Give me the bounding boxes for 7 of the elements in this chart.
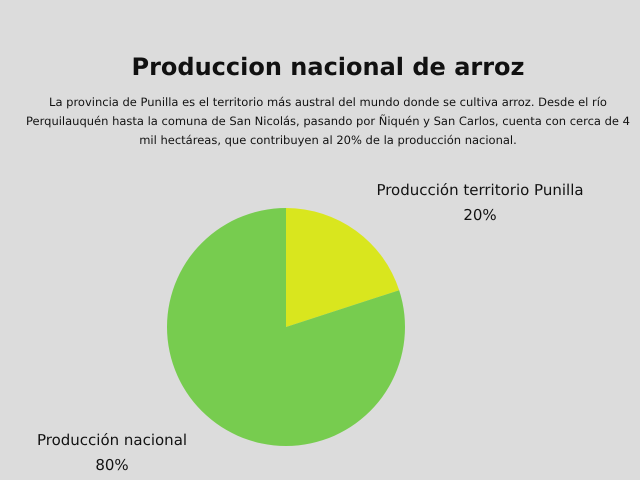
slice-label: Producción territorio Punilla <box>376 181 584 199</box>
chart-title: Produccion nacional de arroz <box>131 53 525 81</box>
slice-label: Producción nacional <box>36 431 188 449</box>
data-label: 20% <box>463 206 497 224</box>
pie-slice <box>286 208 400 327</box>
data-label: 80% <box>95 456 129 474</box>
chart-subtitle: La provincia de Punilla es el territorio más austral del mundo donde se cultiva arroz. Desde el río Perquilauquén hasta la comuna de San Nicolás, pasando por Ñiquén y San Carlos, cuenta con cerca de 4 mil hectáreas, que contribuyen al 20% de la producción nacional. <box>26 95 630 147</box>
